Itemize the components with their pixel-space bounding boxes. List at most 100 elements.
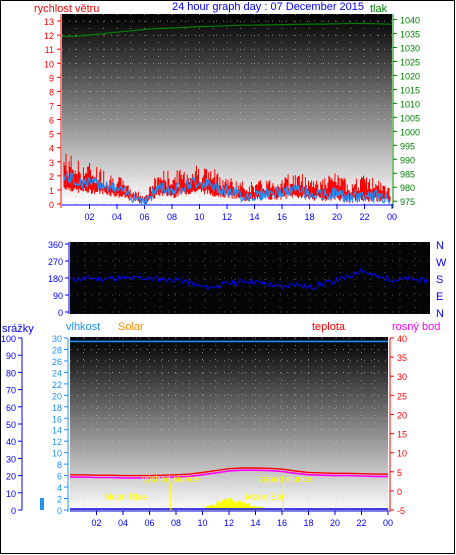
wind-axis-tick-label: 1 xyxy=(49,186,54,196)
wind-axis-tick-label: 4 xyxy=(49,144,54,154)
wind-direction-series xyxy=(71,267,429,291)
pressure-axis-tick-label: 1035 xyxy=(400,30,420,40)
time-axis-tick-label: 14 xyxy=(249,212,259,222)
time-axis-tick-label: 08 xyxy=(167,212,177,222)
wind-axis-tick-label: 12 xyxy=(44,31,54,41)
time-axis-tick-label: 02 xyxy=(84,212,94,222)
wind-pressure-chart: 0123456789101112139759809859909951000100… xyxy=(44,14,420,222)
pressure-axis-tick-label: 1040 xyxy=(400,16,420,26)
rain-axis-tick-label: 10 xyxy=(6,489,16,499)
wind-axis-tick-label: 9 xyxy=(49,73,54,83)
time-axis-tick-label: 14 xyxy=(250,518,260,528)
temperature-axis-tick-label: 0 xyxy=(397,487,402,497)
temperature-axis-label: teplota xyxy=(312,321,346,333)
humidity-axis-tick-label: 4 xyxy=(57,483,62,493)
time-axis-tick-label: 08 xyxy=(171,518,181,528)
direction-compass-label: W xyxy=(436,257,447,269)
time-axis-tick-label: 18 xyxy=(304,212,314,222)
rain-axis-tick-label: 50 xyxy=(6,420,16,430)
wind-axis-tick-label: 13 xyxy=(44,17,54,27)
direction-axis-tick-label: 270 xyxy=(48,257,63,267)
direction-axis-tick-label: 180 xyxy=(48,274,63,284)
rain-axis-tick-label: 80 xyxy=(6,368,16,378)
time-axis-tick-label: 12 xyxy=(224,518,234,528)
pressure-axis-tick-label: 975 xyxy=(400,197,415,207)
time-axis-tick-label: 16 xyxy=(277,518,287,528)
pressure-axis-tick-label: 990 xyxy=(400,155,415,165)
direction-compass-label: N xyxy=(436,308,444,320)
dew-point-series xyxy=(70,469,388,479)
direction-compass-label: N xyxy=(436,240,444,252)
direction-axis-tick-label: 0 xyxy=(58,308,63,318)
time-axis-tick-label: 22 xyxy=(356,518,366,528)
sunrise-annotation: východ slunce xyxy=(142,474,199,484)
pressure-series xyxy=(62,22,393,37)
wind-axis-tick-label: 11 xyxy=(45,45,54,55)
pressure-axis-tick-label: 1010 xyxy=(400,99,420,109)
humidity-axis-tick-label: 6 xyxy=(57,472,62,482)
temperature-axis-tick-label: 30 xyxy=(397,372,407,382)
wind-speed-axis-label: rychlost větru xyxy=(34,3,99,15)
pressure-axis-label: tlak xyxy=(370,3,388,15)
wind-axis-tick-label: 0 xyxy=(49,200,54,210)
solar-axis-label: Solar xyxy=(118,321,144,333)
time-axis-tick-label: 20 xyxy=(332,212,342,222)
wind-axis-tick-label: 5 xyxy=(49,130,54,140)
temperature-axis-tick-label: 25 xyxy=(397,391,407,401)
wind-axis-tick-label: 10 xyxy=(44,59,54,69)
pressure-axis-tick-label: 1030 xyxy=(400,44,420,54)
rain-axis-tick-label: 20 xyxy=(6,472,16,482)
humidity-axis-tick-label: 16 xyxy=(52,414,62,424)
moon-rise-annotation: Moon Rise xyxy=(104,492,147,502)
temp-humidity-chart: 0102030405060708090100024681012141618202… xyxy=(1,334,407,528)
dew-point-axis-label: rosný bod xyxy=(392,321,440,333)
time-axis-tick-label: 06 xyxy=(144,518,154,528)
pressure-axis-tick-label: 1005 xyxy=(400,113,420,123)
pressure-axis-tick-label: 1000 xyxy=(400,127,420,137)
wind-axis-tick-label: 8 xyxy=(49,87,54,97)
humidity-axis-tick-label: 2 xyxy=(57,495,62,505)
time-axis-tick-label: 12 xyxy=(222,212,232,222)
pressure-axis-tick-label: 1015 xyxy=(400,85,420,95)
humidity-axis-tick-label: 8 xyxy=(57,460,62,470)
rain-axis-tick-label: 60 xyxy=(6,403,16,413)
pressure-axis-tick-label: 1020 xyxy=(400,71,420,81)
time-axis-tick-label: 06 xyxy=(139,212,149,222)
temperature-axis-tick-label: 20 xyxy=(397,410,407,420)
humidity-axis-tick-label: 20 xyxy=(52,391,62,401)
time-axis-tick-label: 20 xyxy=(330,518,340,528)
temperature-axis-tick-label: 5 xyxy=(397,468,402,478)
humidity-axis-tick-label: 12 xyxy=(52,437,62,447)
temp-humidity-plot-area xyxy=(70,337,388,511)
humidity-axis-tick-label: 28 xyxy=(52,345,62,355)
direction-axis-tick-label: 90 xyxy=(53,291,63,301)
temperature-axis-tick-label: 10 xyxy=(397,449,407,459)
time-axis-tick-label: 04 xyxy=(112,212,122,222)
rain-total-bar xyxy=(40,498,44,510)
time-axis-tick-label: 02 xyxy=(91,518,101,528)
temperature-axis-tick-label: -5 xyxy=(397,506,405,516)
wind-direction-plot-area xyxy=(70,242,430,314)
temperature-axis-tick-label: 35 xyxy=(397,353,407,363)
wind-axis-tick-label: 6 xyxy=(49,116,54,126)
direction-axis-tick-label: 360 xyxy=(48,240,63,250)
pressure-axis-tick-label: 995 xyxy=(400,141,415,151)
time-axis-tick-label: 04 xyxy=(118,518,128,528)
humidity-axis-tick-label: 14 xyxy=(52,426,62,436)
wind-axis-tick-label: 3 xyxy=(49,158,54,168)
direction-compass-label: E xyxy=(436,291,443,303)
pressure-axis-tick-label: 985 xyxy=(400,169,415,179)
direction-compass-label: S xyxy=(436,274,443,286)
wind-average-series xyxy=(63,171,391,207)
rain-axis-label: srážky xyxy=(2,323,34,335)
time-axis-tick-label: 18 xyxy=(303,518,313,528)
rain-axis-tick-label: 0 xyxy=(11,506,16,516)
humidity-axis-tick-label: 22 xyxy=(52,380,62,390)
wind-axis-tick-label: 7 xyxy=(49,101,54,111)
time-axis-tick-label: 16 xyxy=(277,212,287,222)
rain-axis-tick-label: 90 xyxy=(6,351,16,361)
rain-axis-tick-label: 100 xyxy=(1,334,16,344)
